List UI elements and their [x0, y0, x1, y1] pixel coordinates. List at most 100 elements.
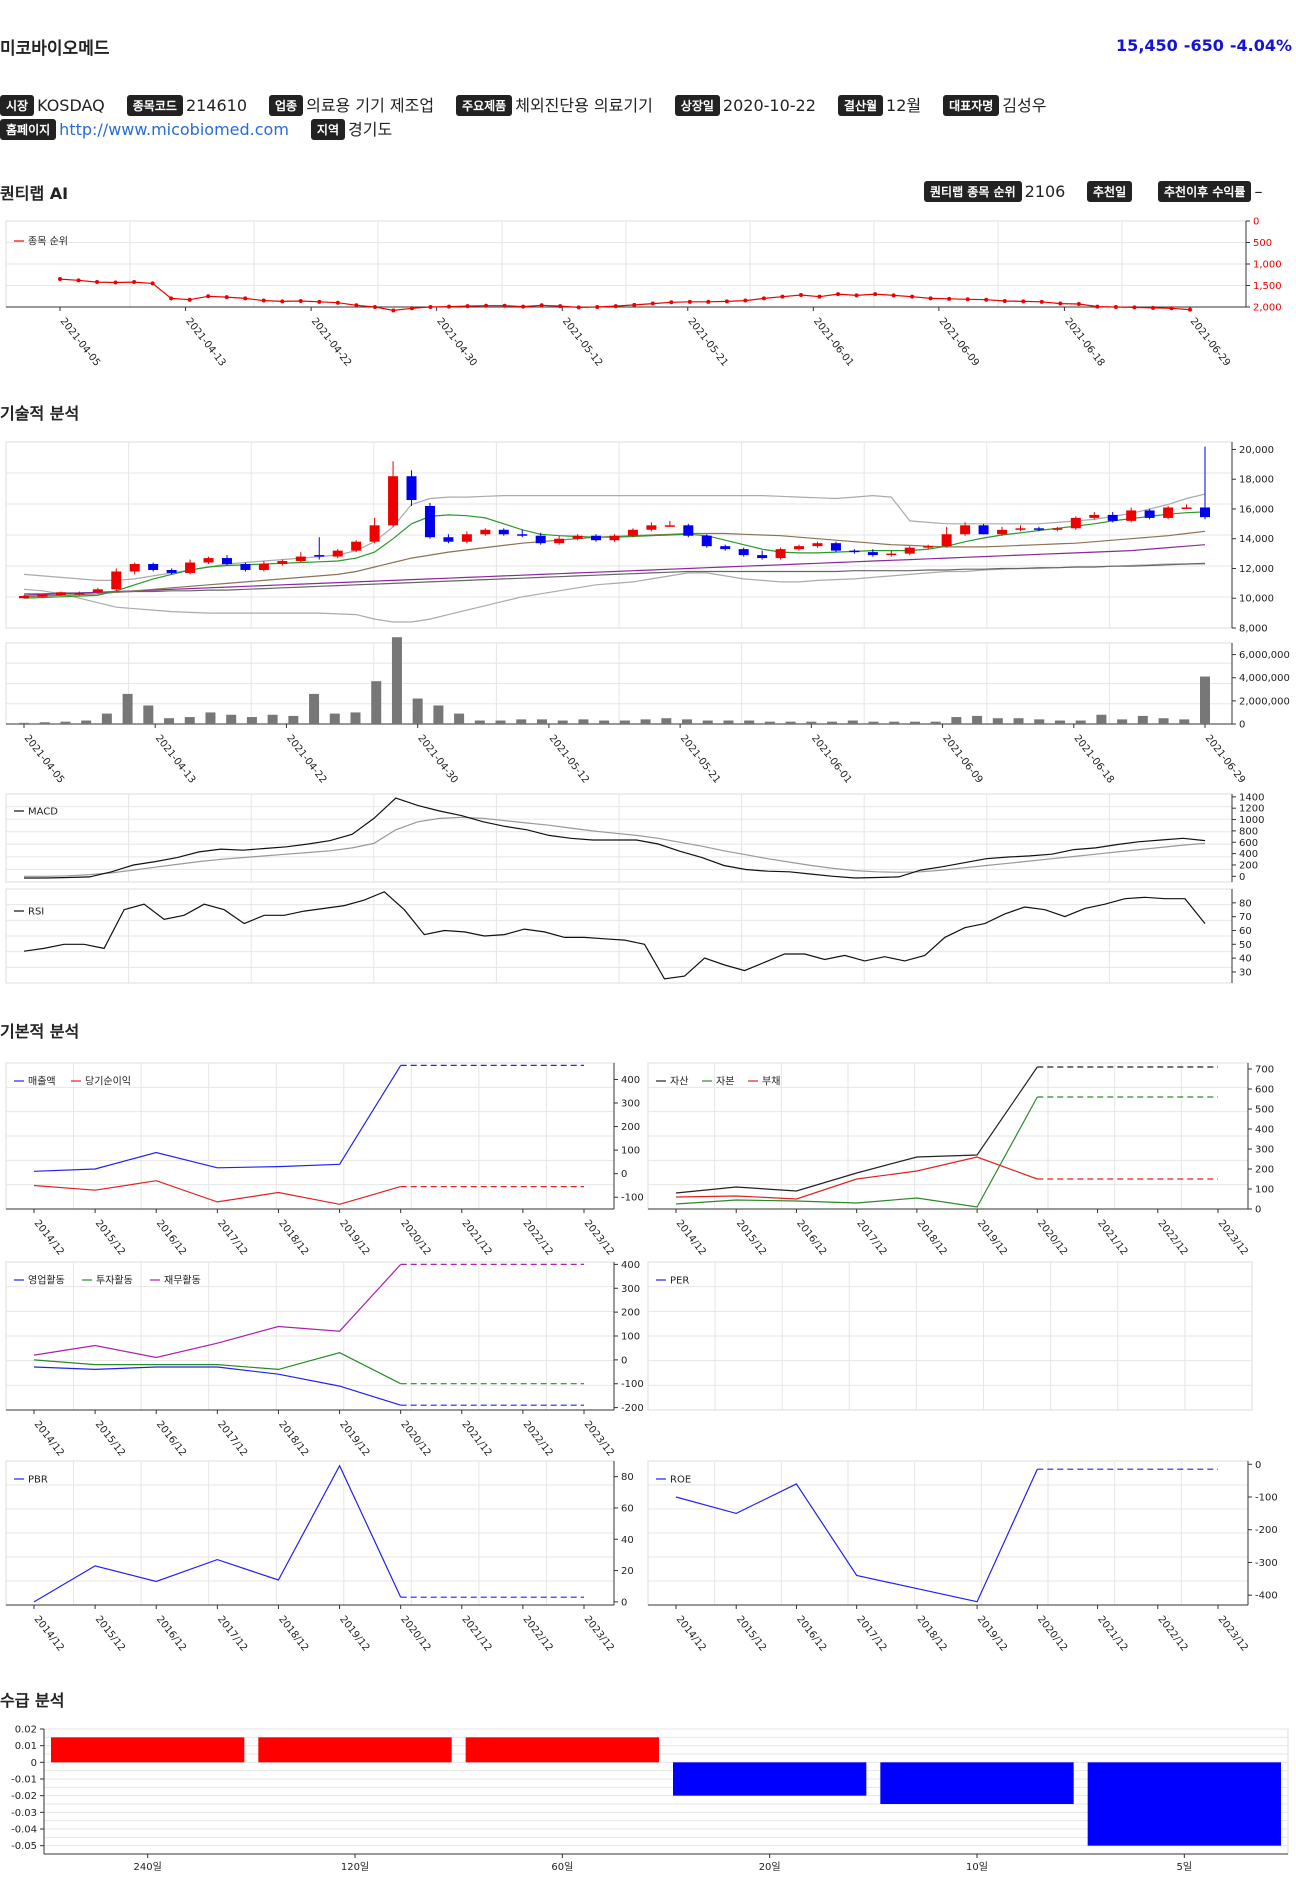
- cashflow-chart-y-tick-label: -200: [621, 1403, 644, 1414]
- rsi-chart-y-tick-label: 70: [1239, 912, 1252, 923]
- rank-chart-x-tick-label: 2021-05-21: [685, 316, 729, 369]
- roe-chart-x-tick-label: 2016/12: [794, 1614, 828, 1654]
- assets-chart-series-line: [675, 1156, 1038, 1200]
- cashflow-chart-x-tick-label: 2018/12: [276, 1419, 310, 1459]
- volume-bar: [143, 705, 154, 724]
- rank-point: [854, 293, 859, 298]
- pbr-chart-y-tick-label: 0: [621, 1597, 627, 1608]
- flow-chart-x-tick-label: 60일: [551, 1861, 573, 1873]
- pbr-chart-x-tick-label: 2018/12: [276, 1614, 310, 1654]
- flow-chart-x-tick-label: 10일: [966, 1861, 988, 1873]
- assets-chart-legend-label: 부채: [762, 1076, 780, 1088]
- candle-body: [314, 555, 325, 557]
- assets-chart-legend-label: 자본: [716, 1076, 734, 1088]
- candle-body: [480, 529, 491, 535]
- volume-bar: [246, 717, 257, 724]
- assets-chart-x-tick-label: 2017/12: [854, 1218, 888, 1258]
- rec-date: 추천일: [1087, 181, 1135, 202]
- quantilab-rank: 퀀티랩 종목 순위 2106: [924, 181, 1065, 202]
- rank-point: [1058, 301, 1063, 306]
- rank-point: [632, 302, 637, 307]
- volume-bar: [806, 721, 817, 724]
- pbr-chart-y-tick-label: 60: [621, 1503, 634, 1514]
- assets-chart-series-line: [675, 1066, 1038, 1194]
- rank-point: [743, 298, 748, 303]
- rank-point: [502, 303, 507, 308]
- macd-chart-y-tick-label: 1400: [1239, 792, 1264, 803]
- info-value: 경기도: [348, 120, 393, 139]
- volume-chart-x-tick-label: 2021-06-01: [809, 733, 853, 786]
- cashflow-chart-series-line: [33, 1263, 402, 1359]
- rank-point: [780, 294, 785, 299]
- roe-chart-legend-label: ROE: [670, 1475, 691, 1486]
- volume-bar: [412, 698, 423, 724]
- candle-body: [904, 547, 915, 554]
- cashflow-chart-legend-label: 투자활동: [96, 1274, 133, 1287]
- sales-chart-x-tick-label: 2020/12: [398, 1218, 432, 1258]
- candle-body: [111, 571, 122, 590]
- rank-point: [150, 281, 155, 286]
- rank-point: [261, 298, 266, 303]
- section-title-ai: 퀀티랩 AI: [0, 184, 69, 203]
- rank-point: [613, 304, 618, 309]
- candle-body: [332, 550, 343, 557]
- flow-chart-y-tick-label: -0.04: [11, 1825, 37, 1836]
- volume-bar: [909, 721, 920, 724]
- assets-chart-x-tick-label: 2022/12: [1155, 1218, 1189, 1258]
- volume-bar: [433, 705, 444, 724]
- candle-body: [572, 535, 583, 539]
- price-chart-y-tick-label: 18,000: [1239, 475, 1274, 486]
- rank-chart-y-tick-label: 2,000: [1253, 303, 1282, 314]
- sales-chart-series-line: [33, 1065, 402, 1172]
- volume-bar: [516, 719, 527, 724]
- rank-point: [169, 296, 174, 301]
- volume-bar: [226, 714, 237, 724]
- volume-bar: [661, 718, 672, 724]
- flow-bar: [1087, 1762, 1281, 1846]
- sales-chart-y-tick-label: 300: [621, 1099, 640, 1110]
- section-title-fund: 기본적 분석: [0, 1022, 80, 1041]
- assets-chart-y-tick-label: 0: [1255, 1205, 1261, 1216]
- candle-body: [388, 476, 399, 526]
- volume-bar: [868, 721, 879, 724]
- assets-chart-x-tick-label: 2019/12: [975, 1218, 1009, 1258]
- pbr-chart-x-tick-label: 2023/12: [582, 1614, 616, 1654]
- rank-point: [465, 304, 470, 309]
- rank-chart-x-tick-label: 2021-04-05: [58, 316, 102, 369]
- candle-body: [517, 534, 528, 536]
- volume-bar: [599, 720, 610, 724]
- volume-chart-x-tick-label: 2021-04-22: [284, 733, 328, 786]
- volume-bar: [702, 720, 713, 724]
- pbr-chart-x-tick-label: 2016/12: [154, 1614, 188, 1654]
- cashflow-chart-x-tick-label: 2014/12: [32, 1419, 66, 1459]
- rank-point: [484, 303, 489, 308]
- homepage-link[interactable]: http://www.micobiomed.com: [59, 120, 289, 139]
- candle-body: [941, 534, 952, 547]
- roe-chart-x-tick-label: 2020/12: [1035, 1614, 1069, 1654]
- volume-chart-y-tick-label: 4,000,000: [1239, 673, 1290, 684]
- pbr-chart-x-tick-label: 2019/12: [337, 1614, 371, 1654]
- rank-point: [298, 298, 303, 303]
- rsi-chart-y-tick-label: 80: [1239, 898, 1252, 909]
- candle-body: [277, 561, 288, 565]
- roe-chart-x-tick-label: 2017/12: [854, 1614, 888, 1654]
- rank-point: [113, 280, 118, 285]
- sales-chart-legend-label: 당기순이익: [85, 1076, 131, 1088]
- candle-body: [295, 556, 306, 562]
- candle-body: [369, 525, 380, 542]
- sales-chart-x-tick-label: 2023/12: [582, 1218, 616, 1258]
- candle-body: [1070, 517, 1081, 529]
- macd-signal-line: [24, 816, 1206, 877]
- rank-point: [1002, 298, 1007, 303]
- flow-bar: [51, 1737, 245, 1763]
- volume-chart-y-tick-label: 2,000,000: [1239, 696, 1290, 707]
- assets-chart-y-tick-label: 600: [1255, 1085, 1274, 1096]
- candle-body: [148, 564, 159, 570]
- volume-chart-y-tick-label: 0: [1239, 720, 1245, 731]
- volume-chart-x-tick-label: 2021-05-21: [678, 733, 722, 786]
- volume-bar: [60, 721, 71, 724]
- rank-point: [206, 294, 211, 299]
- candle-body: [1200, 507, 1210, 518]
- candle-body: [978, 525, 989, 535]
- cashflow-chart-series-line: [33, 1352, 401, 1385]
